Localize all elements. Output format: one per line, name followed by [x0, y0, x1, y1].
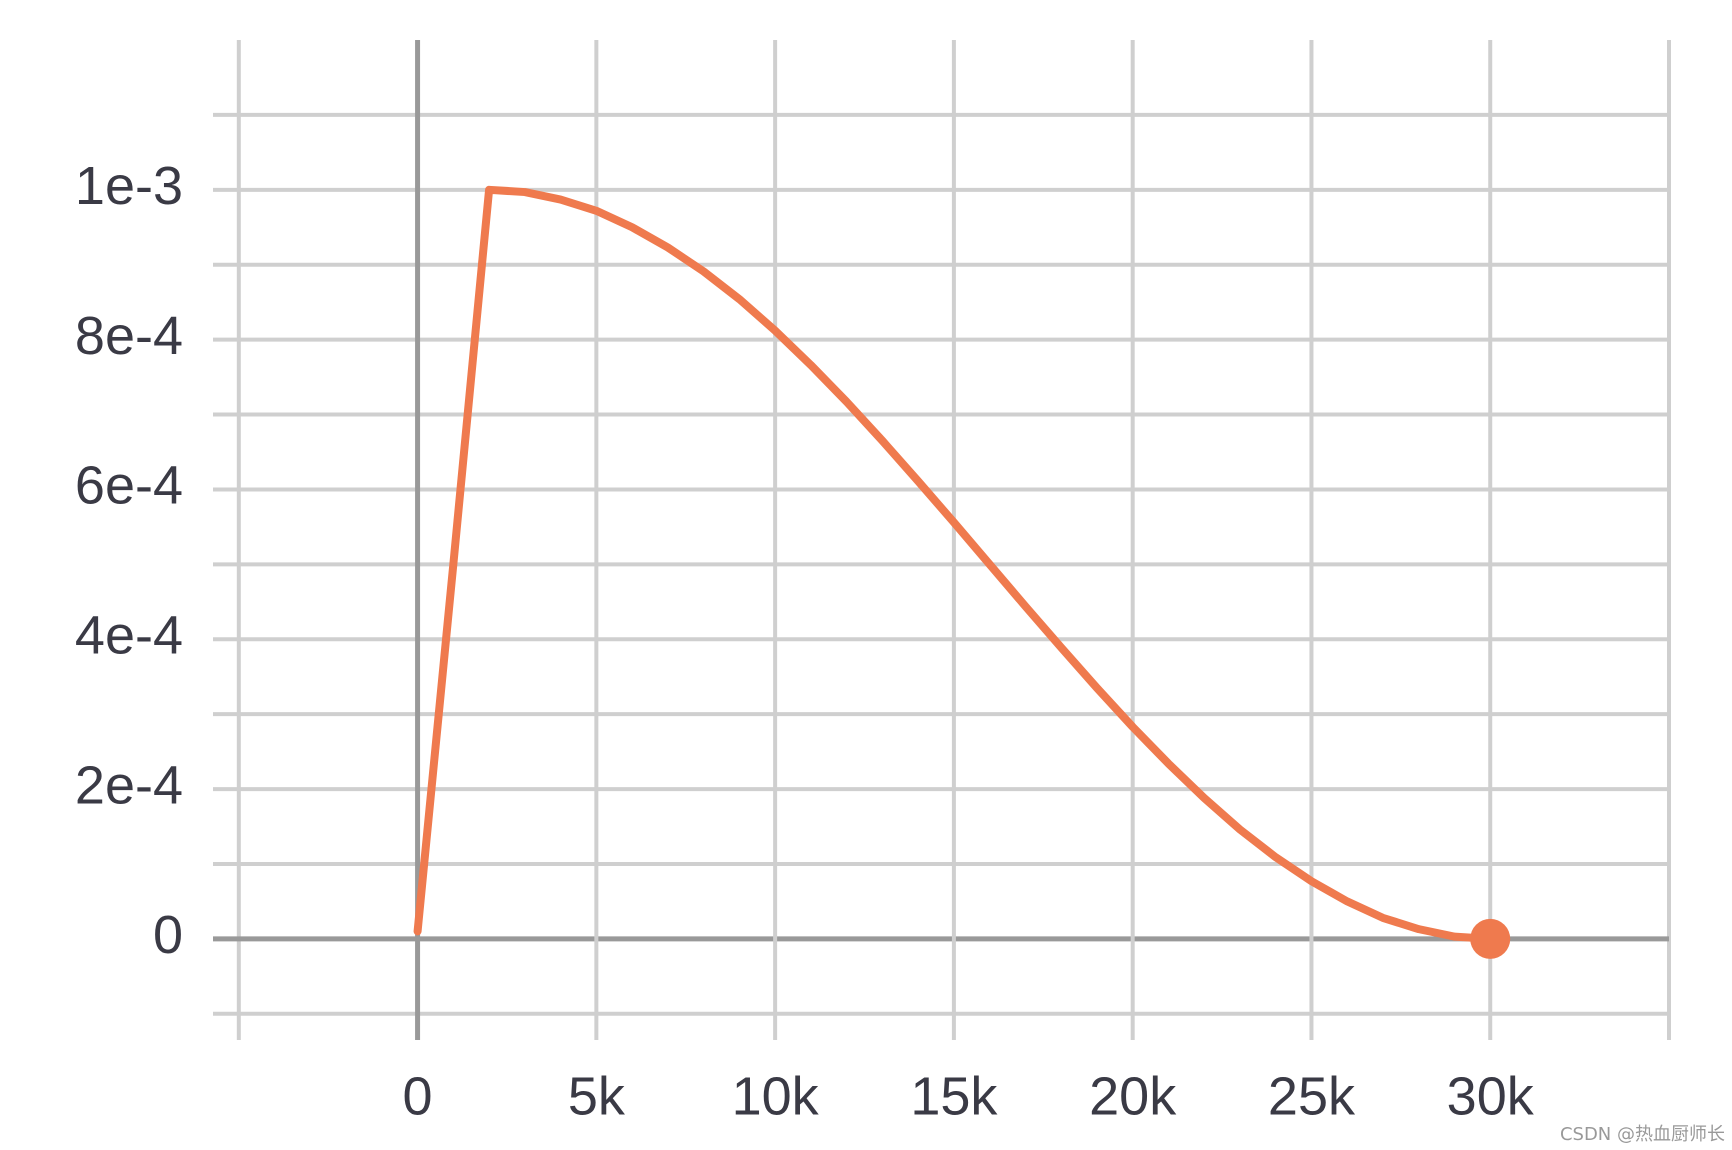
y-tick-label: 1e-3 — [75, 156, 183, 216]
x-tick-label: 0 — [403, 1066, 433, 1126]
data-line — [413, 185, 1495, 943]
y-tick-label: 8e-4 — [75, 306, 183, 366]
x-tick-label: 30k — [1447, 1066, 1535, 1126]
x-tick-label: 15k — [910, 1066, 998, 1126]
y-tick-label: 0 — [153, 905, 183, 965]
y-tick-label: 6e-4 — [75, 456, 183, 516]
x-tick-label: 10k — [732, 1066, 820, 1126]
x-tick-label: 25k — [1268, 1066, 1356, 1126]
x-tick-label: 20k — [1089, 1066, 1177, 1126]
y-tick-label: 4e-4 — [75, 606, 183, 666]
y-tick-label: 2e-4 — [75, 755, 183, 815]
last-point — [1470, 918, 1511, 959]
watermark: CSDN @热血厨师长 — [1560, 1124, 1725, 1145]
x-tick-label: 5k — [568, 1066, 626, 1126]
